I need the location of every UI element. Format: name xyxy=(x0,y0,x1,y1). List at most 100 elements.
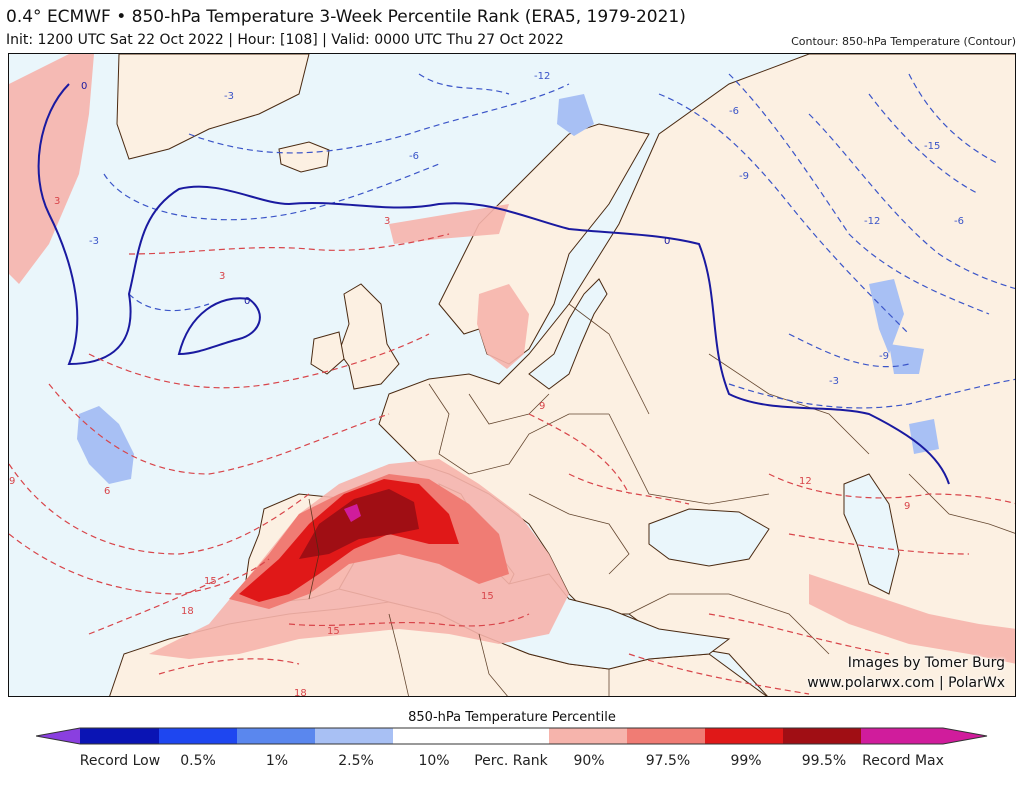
contour-minus3 xyxy=(728,378,1015,409)
uk-land xyxy=(338,283,400,390)
contour-minus15 xyxy=(908,73,1000,165)
warm-contour-layer xyxy=(9,233,1015,695)
contour-label: -12 xyxy=(864,216,880,227)
contour-minus9 xyxy=(808,113,1015,290)
contour-label: 15 xyxy=(204,576,217,587)
map-canvas: 0 0 0 -3 -3 -3 -6 -6 -6 -9 -9 -12 -12 -1… xyxy=(9,54,1015,697)
colorbar-title: 850-hPa Temperature Percentile xyxy=(408,710,616,725)
contour-minus6 xyxy=(788,333,910,368)
map-title: 0.4° ECMWF • 850-hPa Temperature 3-Week … xyxy=(6,7,686,27)
border-line xyxy=(608,413,770,505)
colorbar-label-1: 1% xyxy=(265,753,289,769)
border-layer xyxy=(308,303,1015,696)
contour-label: 6 xyxy=(104,486,110,497)
ireland-land xyxy=(310,331,345,375)
colorbar-segment-low-neutral xyxy=(393,728,471,744)
contour-plus18 xyxy=(628,653,810,695)
border-line xyxy=(388,613,409,696)
colorbar-extend-high xyxy=(943,728,987,744)
contour-label: 0 xyxy=(664,236,670,247)
contour-label: 9 xyxy=(904,501,910,512)
border-line xyxy=(568,303,650,415)
border-line xyxy=(478,633,508,696)
colorbar-segment-1 xyxy=(159,728,237,744)
map-panel: 0 0 0 -3 -3 -3 -6 -6 -6 -9 -9 -12 -12 -1… xyxy=(8,53,1016,697)
contour-plus12 xyxy=(568,473,690,505)
border-line xyxy=(628,593,830,655)
colorbar-outline xyxy=(36,727,988,745)
colorbar-segment-high-neutral xyxy=(471,728,549,744)
contour-label: -3 xyxy=(224,91,234,102)
contour-label: -9 xyxy=(739,171,749,182)
contour-label: -6 xyxy=(954,216,964,227)
border-line xyxy=(428,383,609,475)
colorbar-segment-2.5 xyxy=(237,728,315,744)
colorbar-label-perc-rank: Perc. Rank xyxy=(474,753,548,769)
contour-plus3 xyxy=(128,233,450,255)
contour-label: 9 xyxy=(9,476,15,487)
anomaly-90-greenland xyxy=(9,54,94,284)
black-sea xyxy=(648,508,770,567)
contour-label: -3 xyxy=(829,376,839,387)
contour-minus12 xyxy=(868,93,980,195)
contour-plus12 xyxy=(9,533,270,595)
border-line xyxy=(308,498,320,600)
contour-plus9 xyxy=(9,463,310,555)
zero-isotherm xyxy=(37,83,950,485)
contour-label: -15 xyxy=(924,141,940,152)
baltic-sea xyxy=(528,278,608,390)
iceland-land xyxy=(278,141,330,173)
warm-anomaly-layer xyxy=(9,54,1015,664)
contour-label: 0 xyxy=(244,296,250,307)
cold-contour-layer xyxy=(103,73,1015,409)
cold-anomaly-barents xyxy=(557,94,594,136)
contour-plus15 xyxy=(708,613,890,655)
border-line xyxy=(468,393,550,425)
contour-minus6 xyxy=(188,83,570,154)
colorbar-label-97-5: 97.5% xyxy=(645,753,691,769)
contour-label: 15 xyxy=(481,591,494,602)
contour-label: 3 xyxy=(384,216,390,227)
colorbar-label-10: 10% xyxy=(418,753,450,769)
zero-isotherm-atlantic xyxy=(177,297,261,356)
contour-label-layer: 0 0 0 -3 -3 -3 -6 -6 -6 -9 -9 -12 -12 -1… xyxy=(9,71,964,697)
colorbar-segment-10 xyxy=(315,728,393,744)
colorbar-segment-max xyxy=(861,728,943,744)
contour-note: Contour: 850-hPa Temperature (Contour) xyxy=(791,35,1016,48)
contour-plus6 xyxy=(48,383,390,475)
colorbar-label-99: 99% xyxy=(730,753,762,769)
colorbar-label-record-max: Record Max xyxy=(862,753,944,769)
cold-anomaly-russia-south xyxy=(889,344,924,374)
colorbar-label-0-5: 0.5% xyxy=(180,753,216,769)
colorbar-segment-90 xyxy=(549,728,627,744)
contour-minus6 xyxy=(418,73,510,95)
colorbar xyxy=(36,727,988,745)
border-line xyxy=(528,493,630,575)
contour-label: -6 xyxy=(729,106,739,117)
anomaly-90-caucasus xyxy=(809,574,1015,664)
cold-anomaly-kazakh xyxy=(909,419,939,454)
contour-plus3 xyxy=(88,333,430,389)
map-subtitle: Init: 1200 UTC Sat 22 Oct 2022 | Hour: [… xyxy=(6,32,564,48)
contour-label: 15 xyxy=(327,626,340,637)
cold-anomaly-layer xyxy=(77,94,939,484)
contour-plus18 xyxy=(158,658,300,675)
contour-minus3 xyxy=(128,293,210,312)
credit-author: Images by Tomer Burg xyxy=(847,655,1005,671)
colorbar-segment-99.5 xyxy=(783,728,861,744)
zero-isotherm-layer xyxy=(37,83,950,485)
colorbar-segment-97.5 xyxy=(627,728,705,744)
anomaly-record-max xyxy=(344,504,361,522)
contour-label: -9 xyxy=(879,351,889,362)
contour-label: 18 xyxy=(294,688,307,697)
contour-minus6 xyxy=(728,73,990,315)
colorbar-segment-0.5 xyxy=(80,728,159,744)
caspian-sea xyxy=(843,473,900,595)
colorbar-extend-low xyxy=(36,728,80,744)
contour-plus15 xyxy=(288,613,530,627)
contour-minus3 xyxy=(103,163,440,221)
greenland-land xyxy=(116,54,310,160)
cold-anomaly-atlantic xyxy=(77,406,134,484)
contour-label: -3 xyxy=(89,236,99,247)
contour-label: 3 xyxy=(54,196,60,207)
